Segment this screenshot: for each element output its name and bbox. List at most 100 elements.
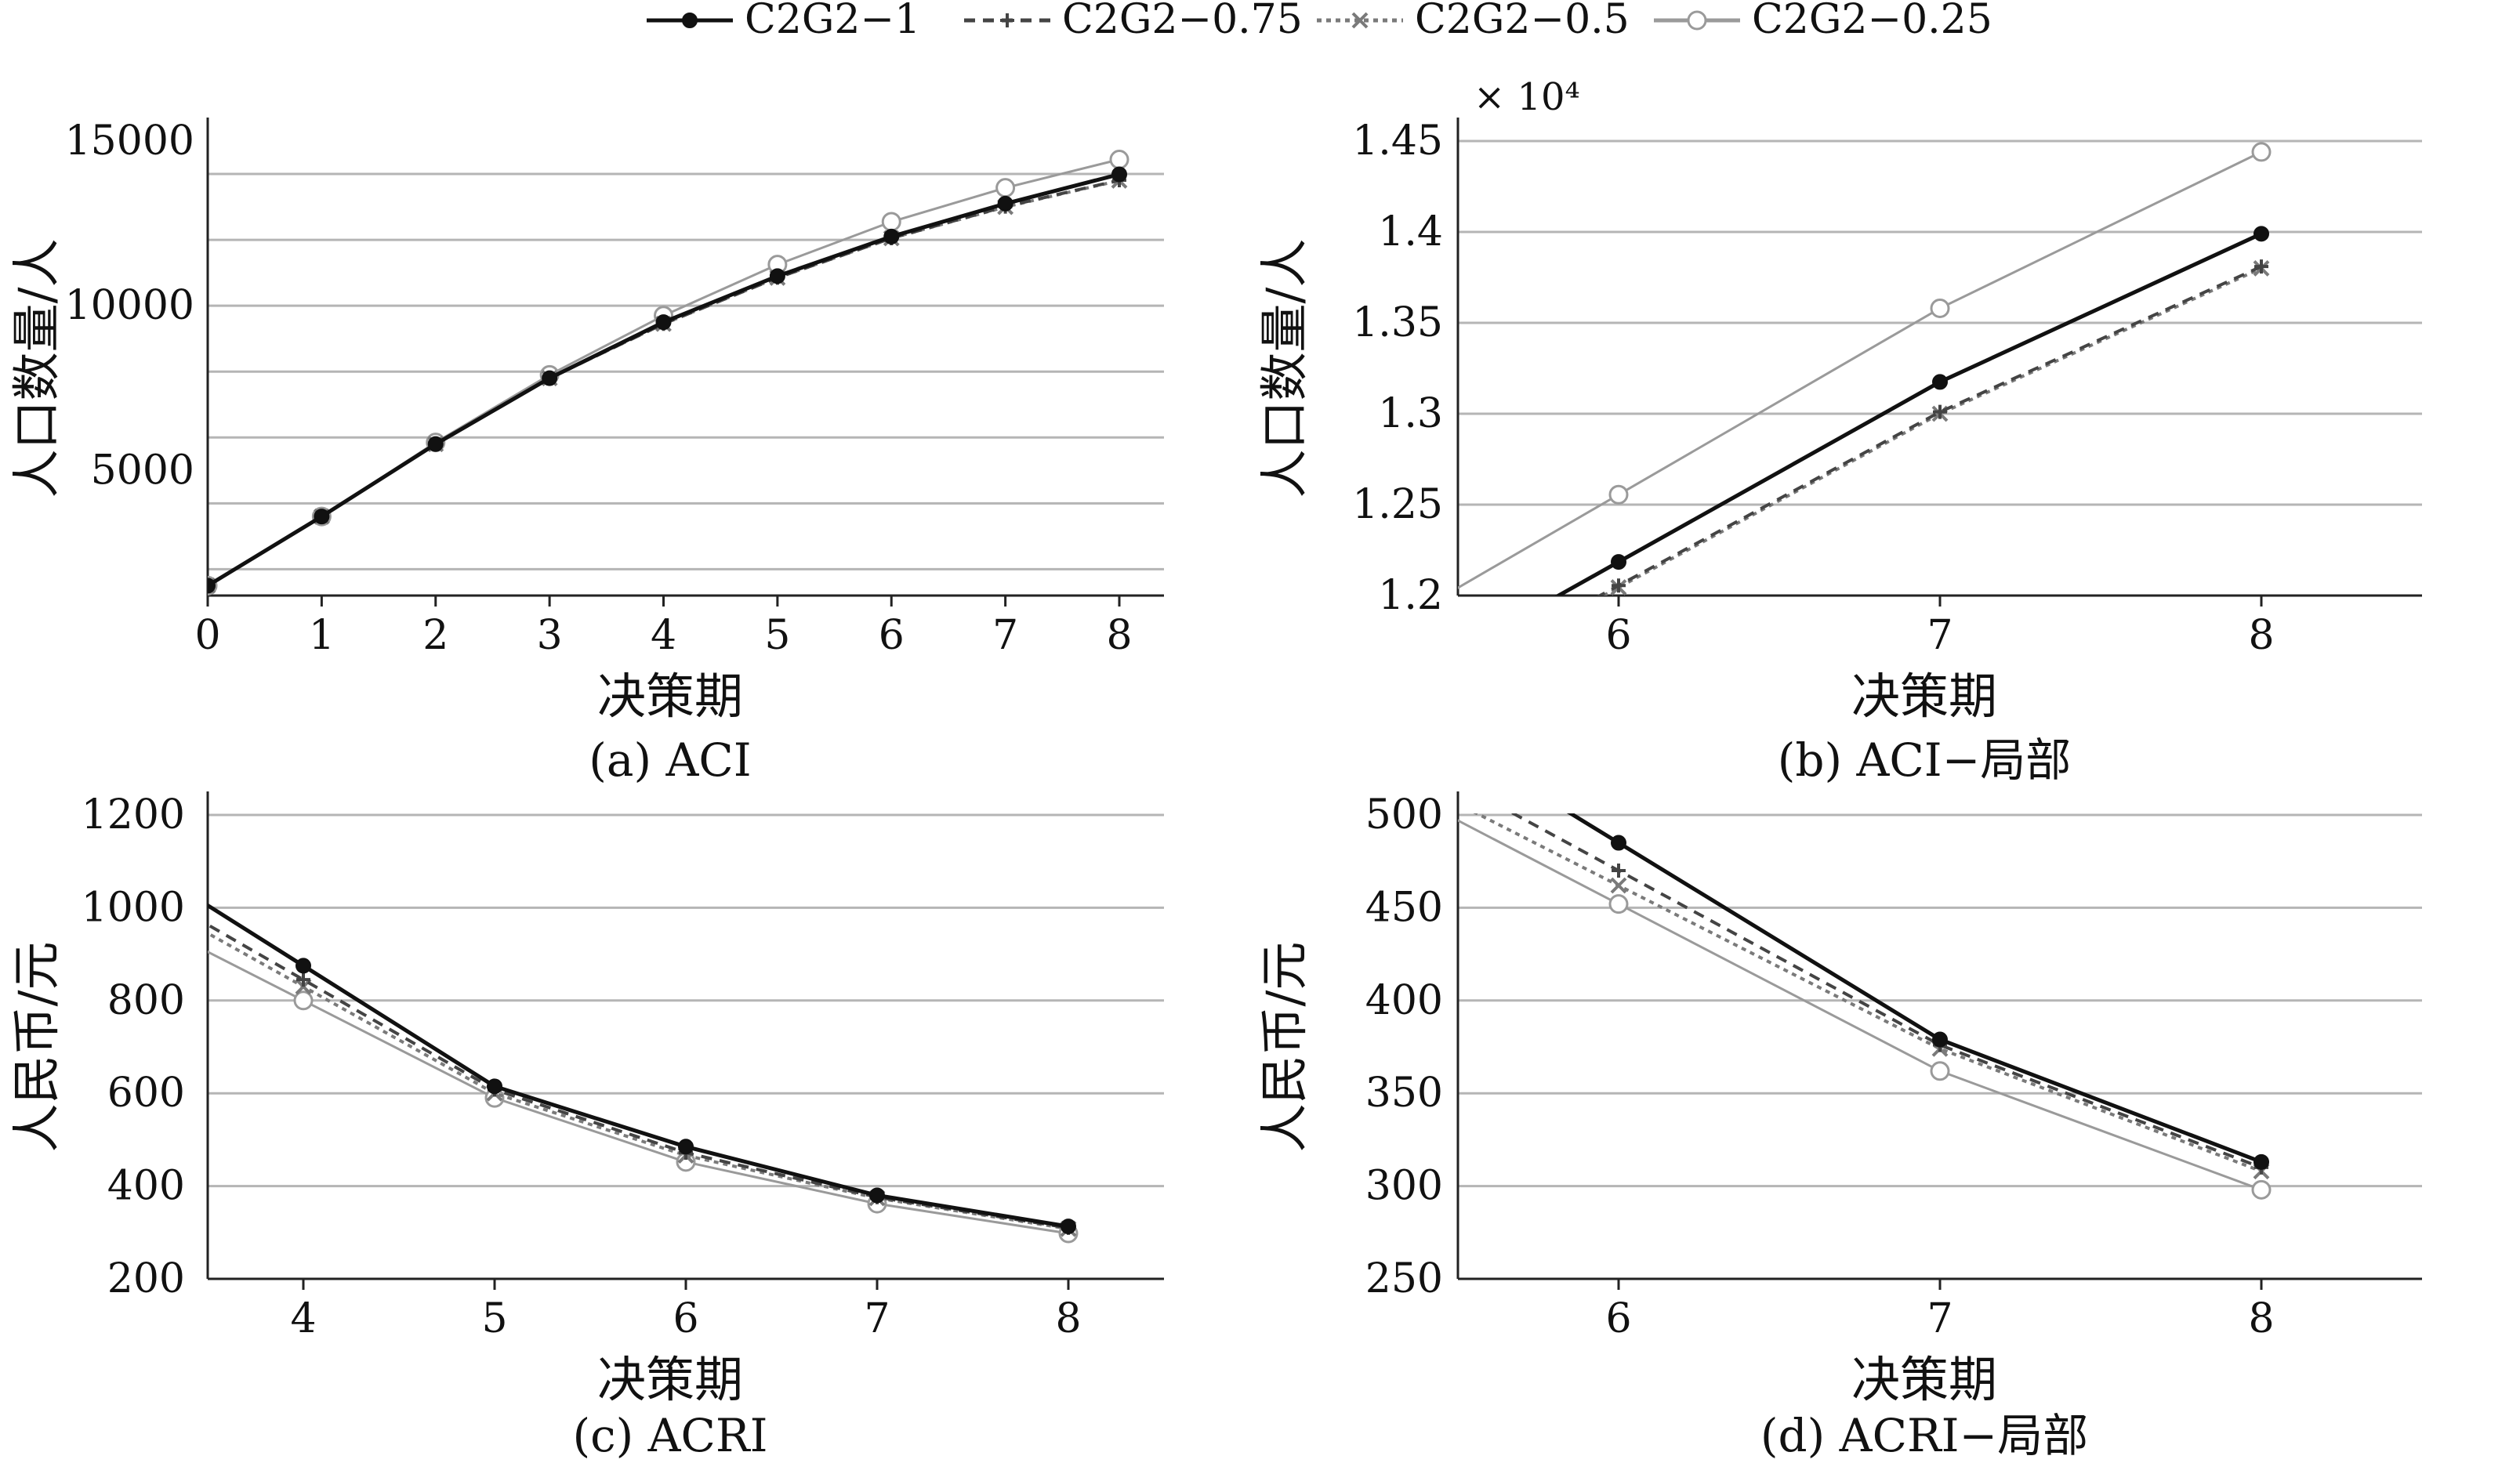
data-point-d-1-2 — [1932, 1031, 1948, 1048]
chart-panel-a: 5000 10000 15000 0 1 2 3 4 5 6 7 8 决策期 人口数量/人 (a) ACI — [8, 118, 1164, 787]
y-axis-label-c: 人民币/元 — [8, 942, 65, 1153]
x-tick-label-a-6: 5 — [764, 612, 790, 659]
y-tick-label-a-2: 10000 — [65, 282, 194, 329]
series-line-d-3 — [1473, 813, 2262, 1173]
data-point-d-1-3 — [2253, 1153, 2269, 1170]
y-tick-label-b-1: 1.2 — [1378, 572, 1443, 619]
x-tick-label-a-7: 6 — [879, 612, 905, 659]
series-line-c-2 — [208, 922, 1069, 1229]
series-line-d-1 — [1566, 813, 2262, 1164]
x-tick-label-a-1: 0 — [194, 612, 220, 659]
legend: C2G2−1 C2G2−0.75 C2G2−0.5 C2G2−0.25 — [647, 0, 1992, 43]
x-axis-label-a: 决策期 — [597, 668, 743, 725]
data-point-d-4-3 — [2251, 1179, 2272, 1200]
data-point-a-1-8 — [997, 195, 1013, 212]
series-line-a-1 — [208, 172, 1120, 588]
legend-marker-3 — [1351, 12, 1369, 29]
legend-marker-4 — [1687, 10, 1707, 31]
data-point-a-4-7 — [881, 212, 901, 232]
x-tick-label-b-3: 8 — [2248, 612, 2274, 659]
legend-label-4: C2G2−0.25 — [1752, 0, 1992, 43]
x-tick-label-a-4: 3 — [537, 612, 563, 659]
legend-marker-1 — [682, 13, 698, 28]
x-axis-label-d: 决策期 — [1851, 1351, 1997, 1408]
data-point-b-1-1 — [1611, 554, 1626, 570]
y-tick-label-b-5: 1.4 — [1378, 208, 1443, 255]
data-point-a-1-7 — [883, 228, 900, 244]
data-point-c-1-4 — [869, 1187, 885, 1204]
data-point-b-2-2 — [1933, 404, 1947, 419]
y-axis-label-b: 人口数量/人 — [1256, 239, 1313, 498]
y-axis-label-d: 人民币/元 — [1256, 942, 1313, 1153]
data-point-b-2-1 — [1612, 578, 1626, 593]
series-line-c-1 — [208, 903, 1069, 1229]
data-point-a-1-1 — [208, 578, 216, 594]
x-tick-label-c-3: 6 — [673, 1295, 698, 1342]
data-point-b-1-2 — [1932, 374, 1948, 390]
series-line-c-4 — [208, 950, 1069, 1235]
x-tick-label-a-5: 4 — [651, 612, 676, 659]
data-point-b-4-2 — [1930, 298, 1950, 318]
y-tick-label-b-4: 1.35 — [1352, 299, 1443, 346]
y-tick-label-d-4: 400 — [1365, 977, 1443, 1024]
legend-label-2: C2G2−0.75 — [1062, 0, 1303, 43]
data-point-c-4-1 — [293, 990, 314, 1011]
y-tick-label-d-5: 450 — [1365, 884, 1443, 931]
data-point-d-4-2 — [1930, 1061, 1950, 1081]
caption-c: (c) ACRI — [572, 1409, 767, 1462]
series-line-b-4 — [1458, 150, 2262, 589]
series-line-d-4 — [1458, 819, 2262, 1191]
data-point-b-4-1 — [1608, 484, 1629, 505]
y-tick-label-d-1: 250 — [1365, 1255, 1443, 1302]
x-tick-label-d-2: 7 — [1927, 1295, 1953, 1342]
x-tick-label-d-3: 8 — [2248, 1295, 2274, 1342]
y-tick-label-c-2: 400 — [107, 1163, 185, 1210]
caption-b: (b) ACI−局部 — [1778, 733, 2072, 787]
x-tick-label-c-4: 7 — [864, 1295, 890, 1342]
y-axis-label-a: 人口数量/人 — [8, 239, 65, 498]
x-tick-label-a-8: 7 — [992, 612, 1018, 659]
x-tick-label-b-1: 6 — [1605, 612, 1631, 659]
x-tick-label-a-2: 1 — [309, 612, 335, 659]
x-tick-label-c-5: 8 — [1055, 1295, 1081, 1342]
x-tick-label-b-2: 7 — [1927, 612, 1953, 659]
chart-panel-c: 200 400 600 800 1000 1200 4 5 6 7 8 决策期 人民币/元 (c) ACR… — [8, 791, 1164, 1462]
y-tick-label-d-3: 350 — [1365, 1070, 1443, 1117]
series-line-a-2 — [208, 179, 1120, 588]
data-point-d-2-1 — [1612, 864, 1626, 878]
data-point-c-1-2 — [487, 1078, 502, 1095]
series-line-b-3 — [1600, 266, 2262, 596]
legend-label-1: C2G2−1 — [745, 0, 920, 43]
x-axis-label-b: 决策期 — [1851, 668, 1997, 725]
legend-label-3: C2G2−0.5 — [1415, 0, 1630, 43]
data-point-b-1-3 — [2253, 226, 2269, 242]
data-point-a-1-2 — [314, 509, 330, 525]
chart-panel-b: 1.2 1.25 1.3 1.35 1.4 1.45 6 7 8 × 10⁴ 决策期 人口数量/人 (b… — [1256, 75, 2422, 787]
data-point-c-1-5 — [1061, 1219, 1076, 1235]
y-tick-label-c-5: 1000 — [82, 884, 185, 931]
series-group-b — [1458, 142, 2272, 596]
caption-a: (a) ACI — [589, 733, 751, 787]
data-point-a-1-9 — [1111, 166, 1127, 183]
y-tick-label-b-6: 1.45 — [1352, 118, 1443, 165]
data-point-a-1-4 — [542, 370, 558, 386]
series-line-d-2 — [1510, 813, 2262, 1169]
data-point-d-1-1 — [1611, 835, 1626, 851]
exponent-label-b: × 10⁴ — [1474, 75, 1580, 119]
y-tick-label-c-4: 800 — [107, 977, 185, 1024]
x-tick-label-a-9: 8 — [1106, 612, 1132, 659]
data-point-a-1-3 — [427, 436, 444, 452]
y-tick-label-a-3: 15000 — [65, 118, 194, 165]
series-group-c — [208, 903, 1079, 1244]
data-point-a-1-5 — [655, 314, 672, 331]
x-tick-label-c-2: 5 — [481, 1295, 507, 1342]
data-point-d-3-1 — [1610, 877, 1627, 894]
x-tick-label-a-3: 2 — [422, 612, 448, 659]
data-point-a-1-6 — [769, 268, 785, 284]
x-axis-label-c: 决策期 — [597, 1351, 743, 1408]
y-tick-label-d-6: 500 — [1365, 791, 1443, 838]
data-point-a-4-9 — [1109, 150, 1129, 170]
y-tick-label-d-2: 300 — [1365, 1163, 1443, 1210]
series-group-a — [208, 150, 1129, 596]
data-point-d-4-1 — [1608, 894, 1629, 914]
